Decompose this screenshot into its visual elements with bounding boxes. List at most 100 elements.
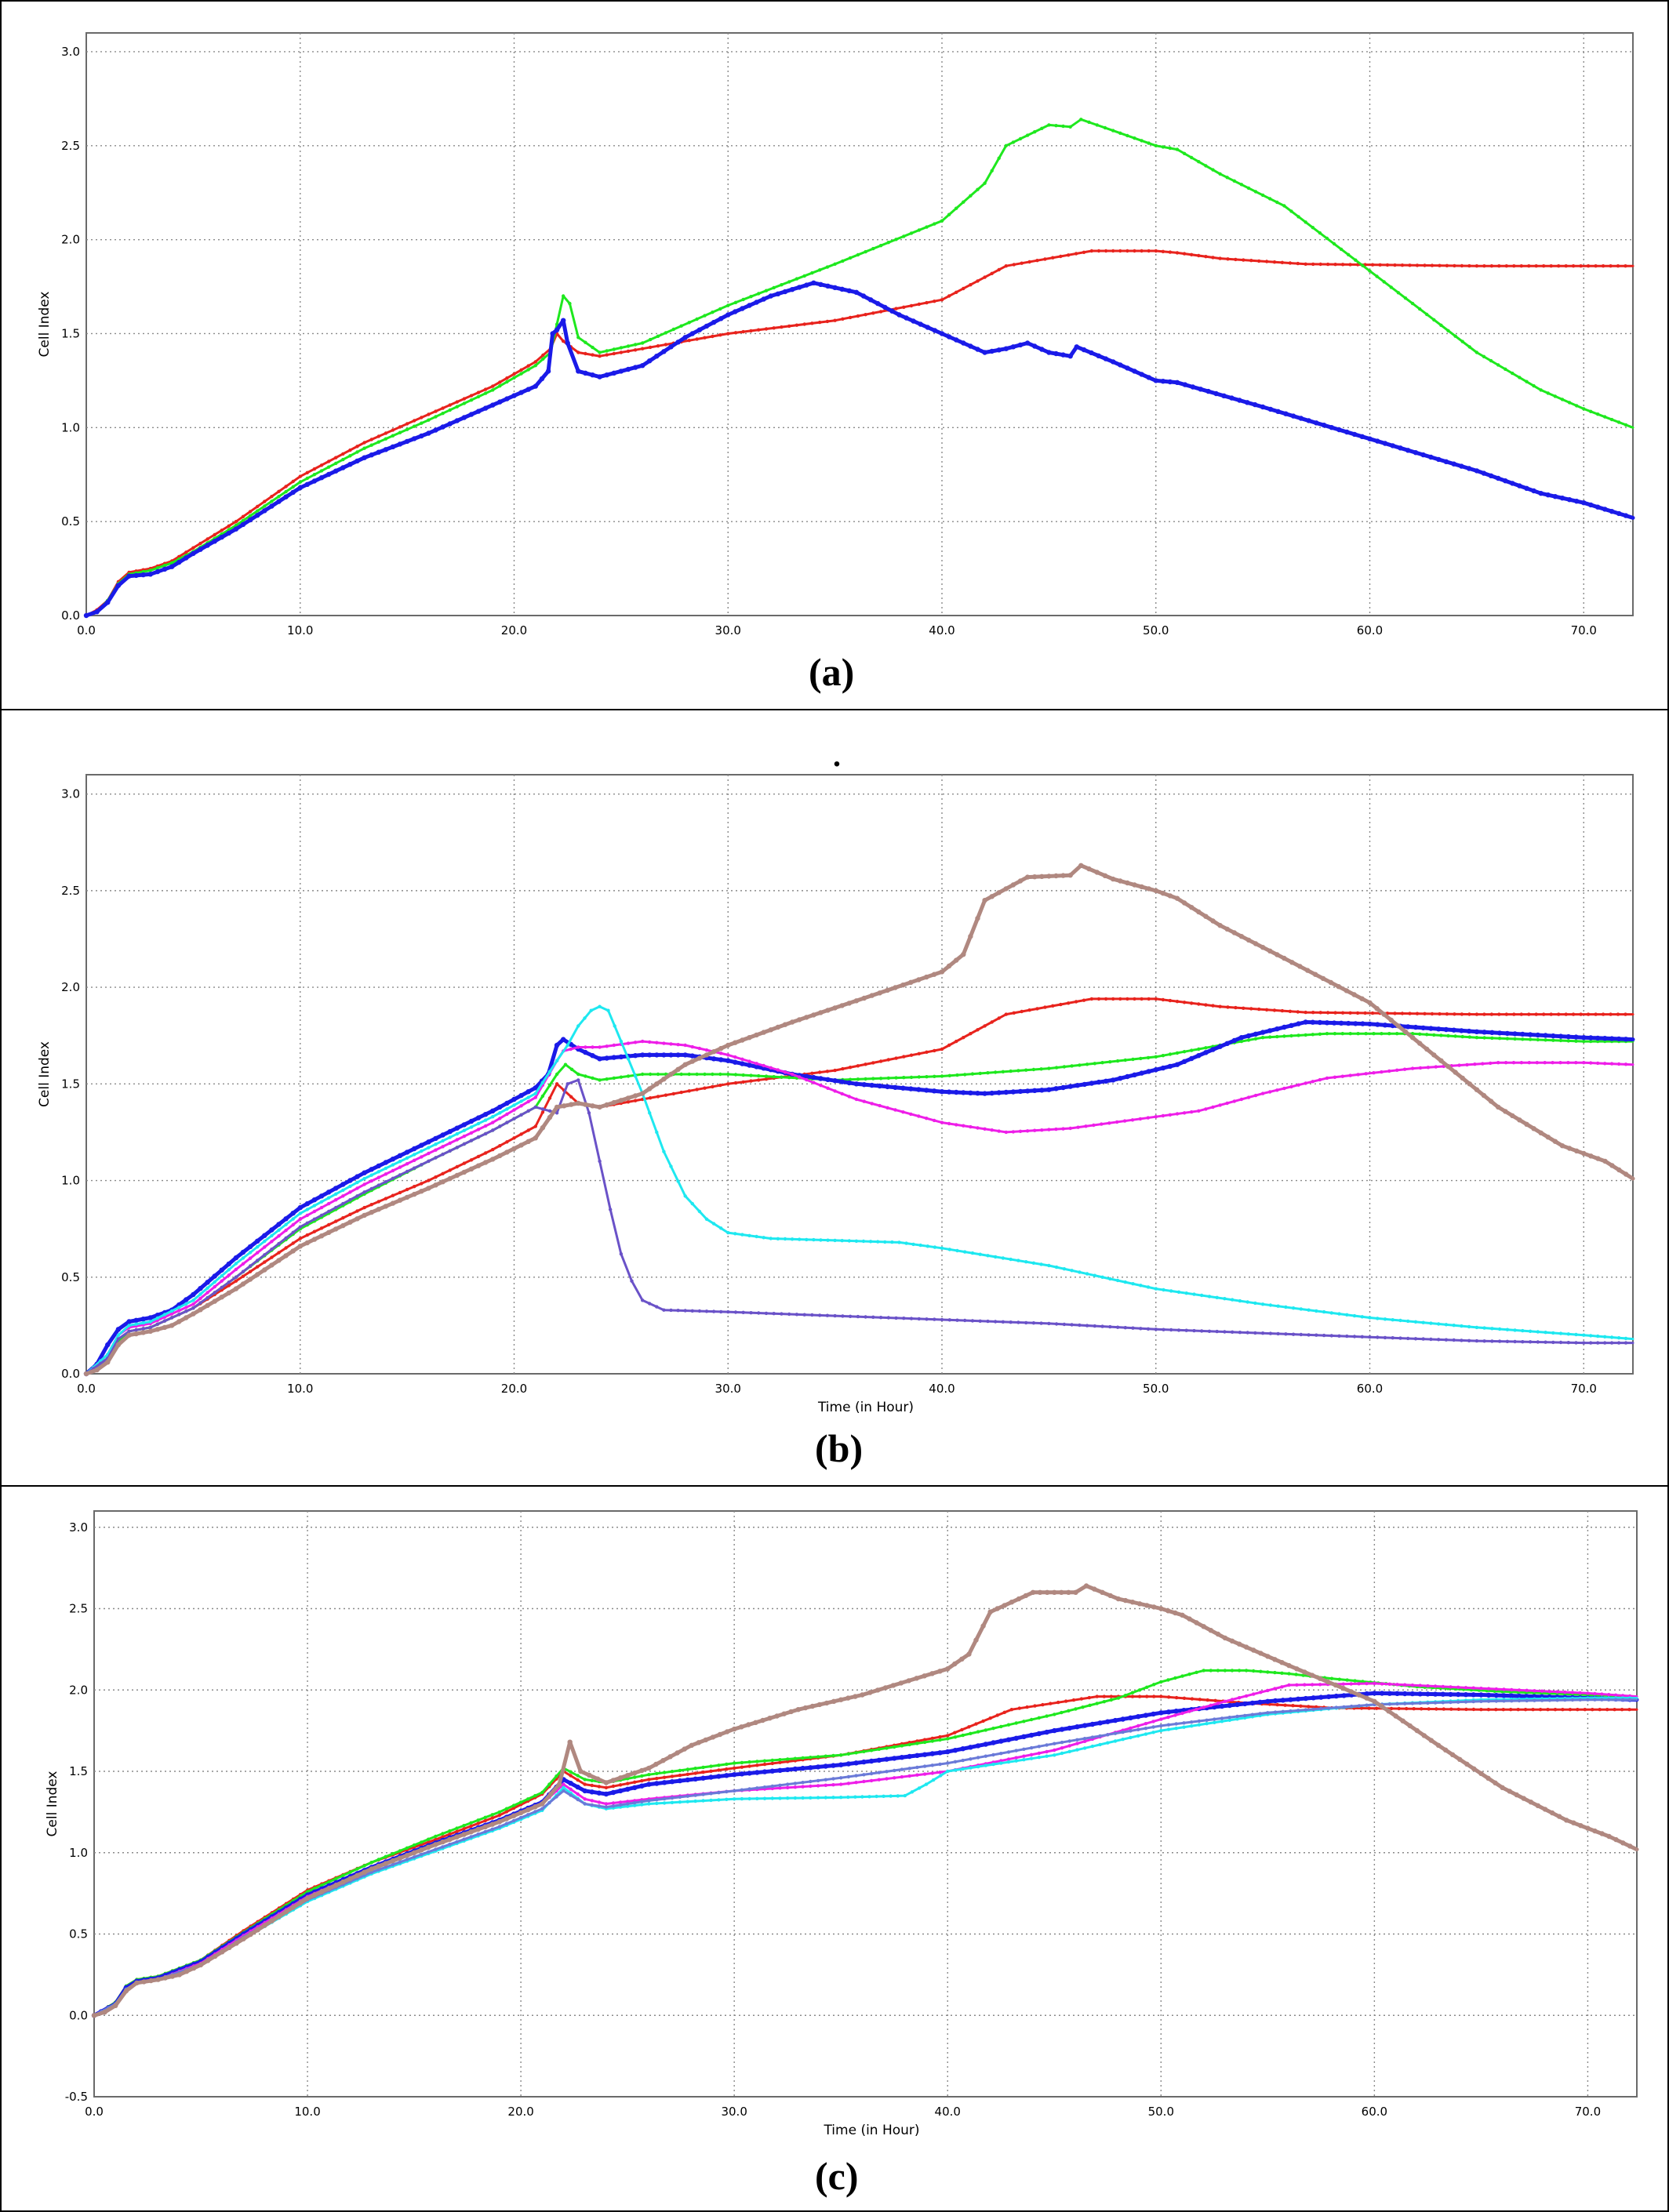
data-point — [1609, 1062, 1614, 1066]
data-point — [504, 1807, 509, 1811]
data-point — [1187, 1616, 1192, 1622]
data-point — [1194, 1707, 1198, 1712]
data-point — [862, 1779, 866, 1784]
data-point — [376, 1868, 380, 1872]
data-point — [1085, 1272, 1089, 1276]
data-point — [1225, 1101, 1229, 1106]
data-point — [276, 1258, 282, 1263]
data-point — [1017, 1706, 1022, 1710]
data-point — [1104, 997, 1108, 1001]
data-point — [617, 1775, 624, 1781]
data-point — [980, 1623, 986, 1629]
data-point — [140, 1317, 146, 1322]
data-point — [733, 1059, 738, 1065]
data-point — [270, 495, 274, 499]
y-tick-label: 3.0 — [69, 1520, 88, 1535]
data-point — [1060, 1740, 1064, 1745]
x-tick-label: 30.0 — [721, 2105, 747, 2119]
data-point — [1589, 409, 1593, 413]
data-point — [1253, 1037, 1258, 1041]
data-point — [819, 1084, 823, 1088]
data-point — [1205, 1718, 1209, 1722]
data-point — [725, 1797, 729, 1801]
data-point — [655, 1801, 659, 1806]
data-point — [1197, 253, 1201, 258]
data-point — [1174, 1695, 1179, 1700]
data-point — [1449, 1752, 1456, 1757]
data-point — [482, 1824, 488, 1829]
data-point — [511, 1813, 517, 1818]
data-point — [1075, 1748, 1079, 1752]
data-point — [1006, 1757, 1011, 1761]
data-point — [1009, 1069, 1013, 1073]
data-point — [462, 1142, 467, 1146]
data-point — [1189, 905, 1194, 910]
data-point — [504, 396, 510, 401]
data-point — [1173, 1709, 1179, 1714]
data-point — [1039, 1067, 1043, 1071]
data-point — [660, 1758, 666, 1763]
data-point — [778, 1758, 782, 1762]
data-point — [618, 1803, 623, 1807]
data-point — [1032, 343, 1038, 349]
data-point — [1560, 398, 1565, 401]
data-point — [856, 1077, 860, 1081]
data-point — [248, 1256, 253, 1260]
data-point — [987, 1609, 993, 1615]
data-point — [978, 1071, 982, 1076]
data-point — [1234, 257, 1238, 262]
data-point — [967, 1725, 971, 1729]
data-point — [1473, 1062, 1477, 1066]
data-point — [1143, 1713, 1149, 1718]
data-point — [576, 336, 580, 340]
data-point — [1385, 263, 1390, 267]
data-point — [497, 1810, 502, 1814]
data-point — [1220, 1720, 1224, 1723]
data-point — [1357, 1704, 1362, 1708]
data-point — [757, 292, 761, 296]
data-point — [946, 1737, 950, 1741]
data-point — [655, 1305, 659, 1309]
data-point — [1243, 1644, 1249, 1650]
data-point — [604, 1805, 609, 1809]
data-point — [878, 244, 883, 248]
data-point — [747, 1771, 752, 1776]
data-point — [1039, 1262, 1043, 1266]
data-point — [576, 1797, 580, 1802]
data-point — [1111, 359, 1116, 365]
data-point — [1596, 1061, 1600, 1066]
data-point — [162, 563, 167, 568]
data-point — [1060, 1084, 1066, 1091]
data-point — [1533, 1698, 1536, 1702]
data-point — [1012, 1011, 1016, 1015]
data-point — [853, 1795, 857, 1799]
data-point — [312, 473, 317, 477]
data-point — [1318, 231, 1322, 235]
data-point — [1430, 263, 1434, 267]
data-point — [482, 1112, 489, 1117]
data-point — [227, 524, 231, 528]
data-point — [1453, 1034, 1457, 1038]
data-point — [177, 1313, 181, 1317]
data-point — [291, 479, 295, 484]
data-point — [670, 1770, 675, 1774]
data-point — [826, 1086, 830, 1090]
data-point — [1397, 1706, 1401, 1711]
data-point — [497, 1104, 503, 1110]
data-point — [461, 1122, 467, 1128]
data-point — [1029, 1753, 1034, 1756]
data-point — [1395, 1068, 1399, 1072]
data-point — [1295, 1683, 1299, 1687]
data-point — [1067, 1084, 1073, 1089]
data-point — [1045, 1714, 1049, 1718]
data-point — [647, 1799, 651, 1803]
data-point — [126, 573, 132, 579]
data-point — [498, 1117, 502, 1121]
data-point — [1440, 1691, 1446, 1697]
data-point — [1561, 1708, 1565, 1712]
data-point — [533, 1095, 537, 1099]
data-point — [762, 1063, 765, 1068]
data-point — [709, 1792, 713, 1796]
data-point — [1563, 1698, 1567, 1702]
data-point — [619, 346, 624, 350]
